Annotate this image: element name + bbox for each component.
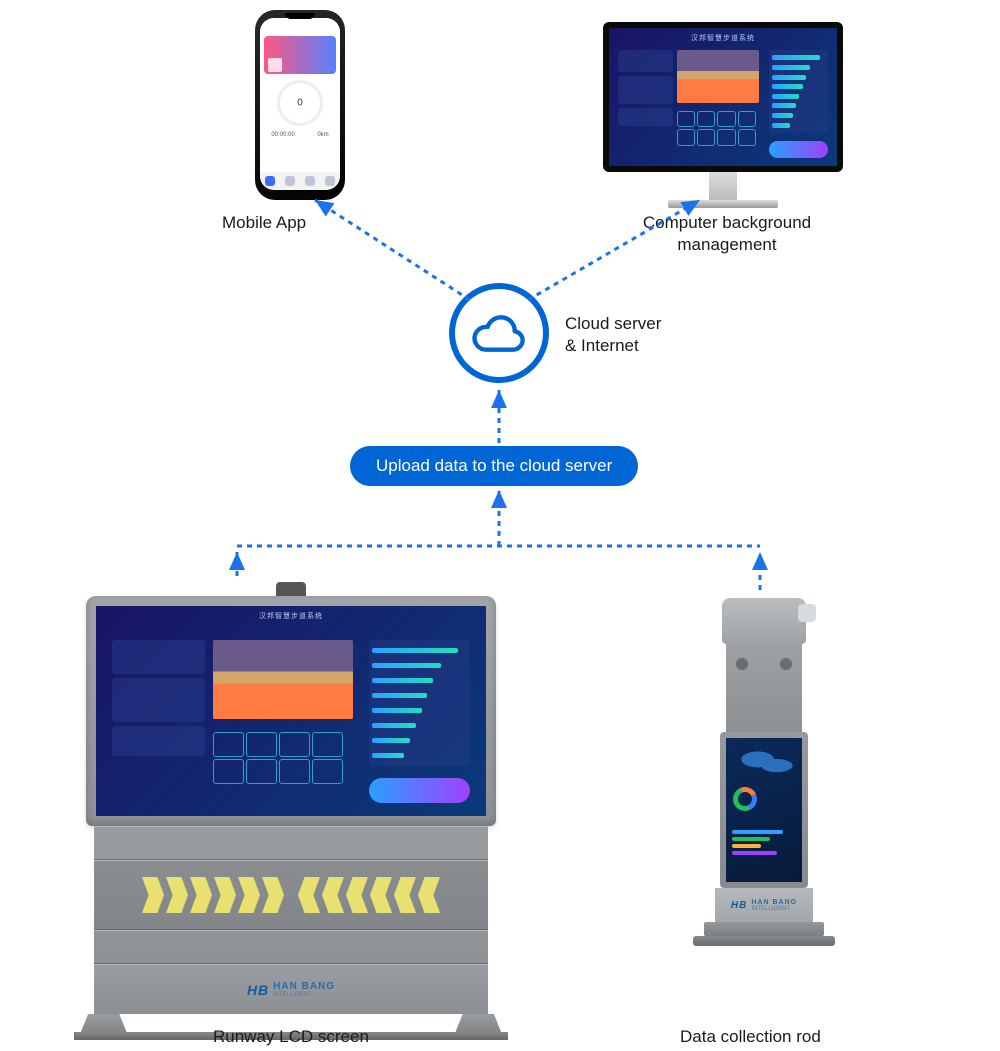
kiosk-label: Runway LCD screen — [213, 1026, 369, 1048]
desktop-dashboard: 汉邦智慧步道系统 — [609, 28, 837, 166]
mobile-app-label: Mobile App — [222, 212, 306, 234]
phone-dial — [277, 80, 323, 126]
data-collection-rod: HB HAN BANGINTELLIGENT — [704, 598, 824, 946]
runway-lcd-kiosk: 汉邦智慧步道系统 HB — [86, 582, 496, 1040]
arrowhead-pill-to-cloud — [491, 390, 507, 408]
arrowhead-kiosk-up — [229, 552, 245, 570]
rod-screen — [726, 738, 803, 882]
desktop-device: 汉邦智慧步道系统 — [603, 22, 843, 208]
phone-stat: 00:00:00 — [271, 132, 294, 138]
phone-nav — [260, 172, 340, 190]
mobile-app-device: 00:00:00 0km — [255, 10, 345, 200]
phone-notch — [285, 13, 315, 19]
phone-screen: 00:00:00 0km — [260, 18, 340, 190]
hanbang-logo: HB HAN BANGINTELLIGENT — [247, 981, 335, 998]
cloud-server-icon — [449, 283, 549, 383]
cloud-icon — [471, 313, 527, 353]
rod-label: Data collection rod — [680, 1026, 821, 1048]
desktop-label: Computer background management — [622, 212, 832, 256]
cloud-label: Cloud server & Internet — [565, 313, 661, 357]
hanbang-logo: HB HAN BANGINTELLIGENT — [731, 899, 797, 912]
arrowhead-below-to-pill — [491, 490, 507, 508]
arrowhead-rod-up — [752, 552, 768, 570]
kiosk-chevrons — [94, 860, 488, 930]
arrow-cloud-to-mobile — [315, 200, 470, 300]
upload-data-pill: Upload data to the cloud server — [350, 446, 638, 486]
kiosk-dashboard: 汉邦智慧步道系统 — [96, 606, 486, 816]
phone-stat: 0km — [317, 132, 328, 138]
